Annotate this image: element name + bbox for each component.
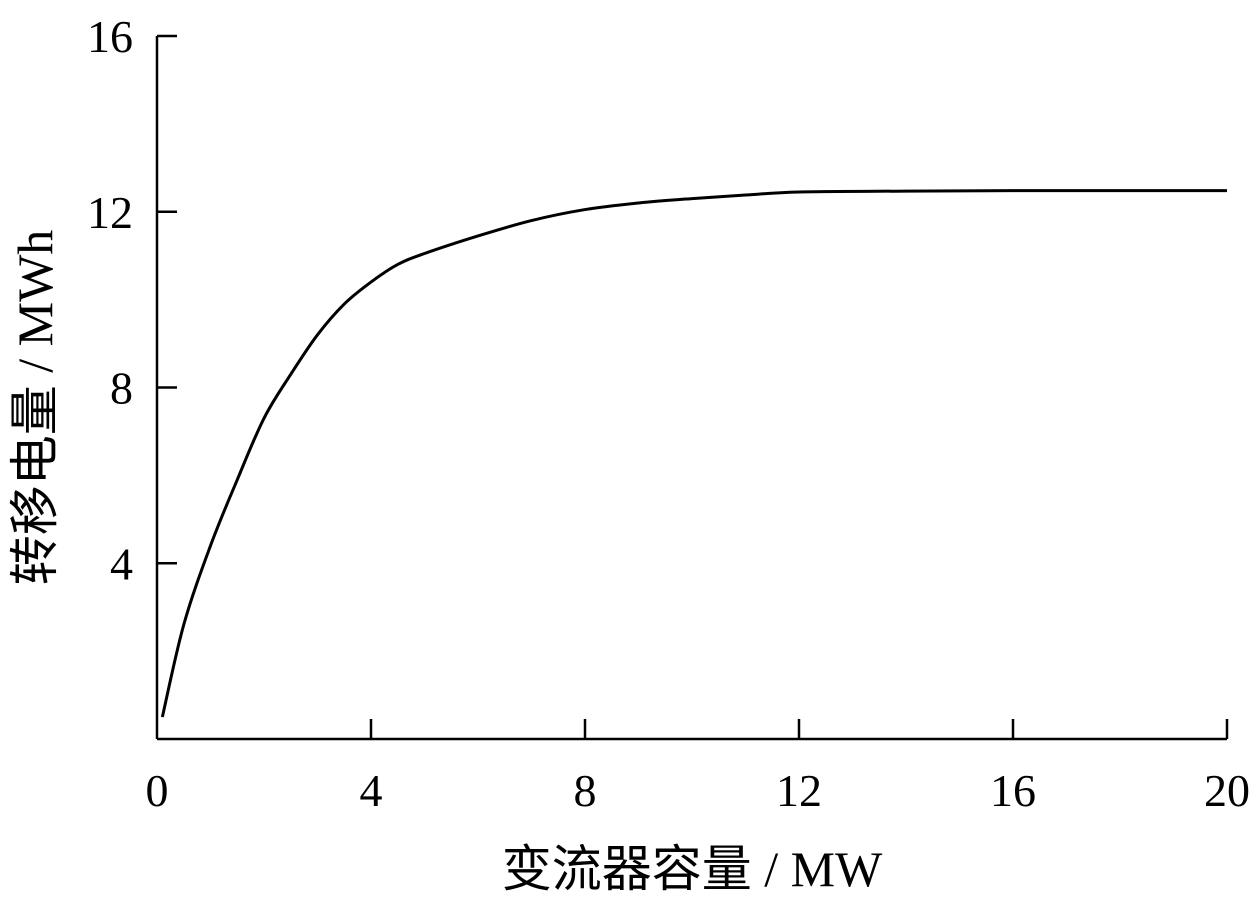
x-tick-label: 0 — [146, 765, 169, 816]
ticks: 0 4 8 12 16 20 4 8 12 16 — [87, 11, 1250, 816]
y-tick-label: 4 — [110, 538, 133, 589]
plot-area — [160, 189, 1227, 718]
y-tick-label: 8 — [110, 363, 133, 414]
x-tick-label: 12 — [776, 765, 822, 816]
y-axis-title: 转移电量 / MWh — [7, 230, 63, 586]
x-axis-title: 变流器容量 / MW — [502, 841, 883, 897]
x-tick-label: 20 — [1204, 765, 1250, 816]
series-line — [160, 189, 1227, 718]
x-tick-label: 16 — [990, 765, 1036, 816]
x-tick-label: 8 — [574, 765, 597, 816]
y-tick-label: 16 — [87, 11, 133, 62]
axes — [155, 36, 1227, 741]
x-tick-label: 4 — [360, 765, 383, 816]
y-tick-label: 12 — [87, 187, 133, 238]
